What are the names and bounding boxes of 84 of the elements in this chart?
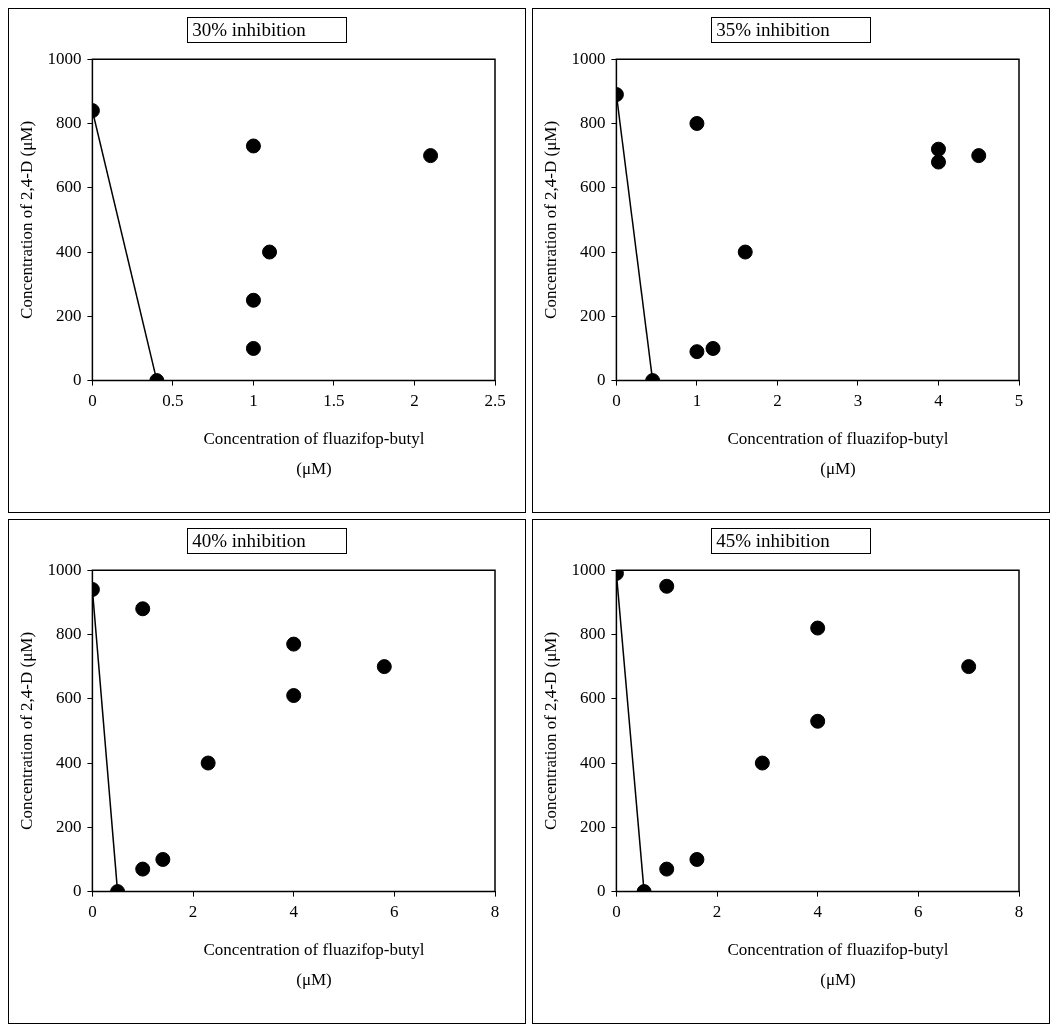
- y-tick-label: 600: [579, 177, 606, 197]
- y-tick-label: 600: [55, 688, 82, 708]
- point: [200, 755, 216, 771]
- point: [262, 244, 278, 260]
- point: [689, 344, 705, 360]
- chart-title: 40% inhibition: [187, 528, 347, 554]
- y-axis-title: Concentration of 2,4-D (μM): [540, 120, 560, 319]
- x-axis-title: Concentration of fluazifop-butyl (μM): [726, 939, 950, 991]
- point: [135, 601, 151, 617]
- point: [737, 244, 753, 260]
- y-tick-label: 800: [579, 112, 606, 132]
- x-tick-label: 8: [490, 902, 500, 922]
- x-tick-label: 2: [712, 902, 722, 922]
- y-axis-title: Concentration of 2,4-D (μM): [16, 631, 36, 830]
- point: [930, 154, 946, 170]
- y-tick-label: 400: [579, 241, 606, 261]
- y-tick-label: 600: [579, 688, 606, 708]
- x-tick-label: 5: [1014, 391, 1024, 411]
- chart-title: 35% inhibition: [711, 17, 871, 43]
- x-tick-label: 8: [1014, 902, 1024, 922]
- y-tick-label: 1000: [571, 48, 606, 68]
- point: [930, 141, 946, 157]
- point: [245, 340, 261, 356]
- point: [423, 148, 439, 164]
- x-tick-label: 3: [853, 391, 863, 411]
- x-axis-title: Concentration of fluazifop-butyl (μM): [202, 428, 426, 480]
- y-tick-label: 0: [72, 370, 82, 390]
- point: [286, 636, 302, 652]
- x-tick-label: 0: [88, 391, 97, 411]
- x-tick-label: 2: [188, 902, 198, 922]
- point: [705, 340, 721, 356]
- x-tick-label: 1: [692, 391, 702, 411]
- point: [155, 851, 171, 867]
- y-tick-label: 1000: [571, 559, 606, 579]
- point: [135, 861, 151, 877]
- y-tick-label: 200: [579, 816, 606, 836]
- point: [245, 138, 261, 154]
- y-tick-label: 200: [579, 305, 606, 325]
- point: [245, 292, 261, 308]
- y-tick-label: 0: [596, 881, 606, 901]
- x-tick-label: 4: [934, 391, 944, 411]
- x-tick-label: 0: [612, 902, 621, 922]
- x-tick-label: 4: [813, 902, 823, 922]
- y-axis-title: Concentration of 2,4-D (μM): [540, 631, 560, 830]
- x-tick-label: 2: [410, 391, 419, 411]
- y-tick-label: 400: [55, 241, 82, 261]
- chart-title: 45% inhibition: [711, 528, 871, 554]
- x-tick-label: 0: [612, 391, 621, 411]
- y-tick-label: 0: [72, 881, 82, 901]
- y-tick-label: 400: [579, 752, 606, 772]
- y-tick-label: 600: [55, 177, 82, 197]
- y-tick-label: 200: [55, 305, 82, 325]
- point: [754, 755, 770, 771]
- point: [810, 713, 826, 729]
- point: [286, 688, 302, 704]
- x-tick-label: 0: [88, 902, 97, 922]
- chart-title: 30% inhibition: [187, 17, 347, 43]
- point: [961, 659, 977, 675]
- point: [659, 578, 675, 594]
- y-tick-label: 0: [596, 370, 606, 390]
- y-tick-label: 1000: [47, 48, 82, 68]
- y-tick-label: 200: [55, 816, 82, 836]
- x-axis-title: Concentration of fluazifop-butyl (μM): [726, 428, 950, 480]
- x-tick-label: 1.5: [323, 391, 345, 411]
- x-tick-label: 2.5: [484, 391, 506, 411]
- y-axis-title: Concentration of 2,4-D (μM): [16, 120, 36, 319]
- x-tick-label: 0.5: [162, 391, 184, 411]
- point: [659, 861, 675, 877]
- y-tick-label: 800: [55, 112, 82, 132]
- x-tick-label: 6: [390, 902, 399, 922]
- x-tick-label: 6: [914, 902, 923, 922]
- y-tick-label: 800: [55, 623, 82, 643]
- x-tick-label: 4: [289, 902, 299, 922]
- point: [971, 148, 987, 164]
- point: [689, 115, 705, 131]
- point: [689, 851, 705, 867]
- point: [810, 620, 826, 636]
- y-tick-label: 400: [55, 752, 82, 772]
- x-axis-title: Concentration of fluazifop-butyl (μM): [202, 939, 426, 991]
- y-tick-label: 1000: [47, 559, 82, 579]
- y-tick-label: 800: [579, 623, 606, 643]
- x-tick-label: 2: [773, 391, 782, 411]
- point: [376, 659, 392, 675]
- x-tick-label: 1: [249, 391, 258, 411]
